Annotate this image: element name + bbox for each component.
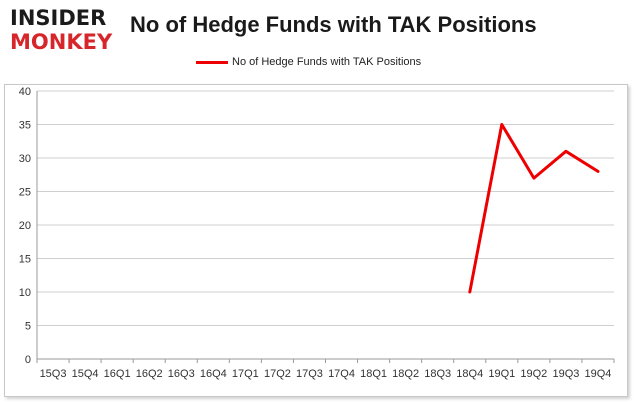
x-tick-label: 18Q4 xyxy=(456,368,483,380)
y-tick-label: 20 xyxy=(19,220,31,232)
data-point xyxy=(500,123,504,126)
insider-monkey-logo: INSIDER MONKEY xyxy=(8,6,120,54)
gridlines xyxy=(36,90,615,363)
x-tick-label: 18Q3 xyxy=(424,368,451,380)
y-tick-label: 15 xyxy=(19,254,31,266)
data-point xyxy=(596,170,600,173)
x-tick-label: 17Q1 xyxy=(232,368,259,380)
chart-frame xyxy=(4,84,628,397)
x-tick-label: 19Q3 xyxy=(552,368,579,380)
x-axis-ticks: 15Q3 15Q4 16Q1 16Q2 16Q3 16Q4 17Q1 17Q2 17Q3 17Q4… xyxy=(40,368,612,380)
x-tick-label: 17Q3 xyxy=(296,368,323,380)
x-tick-label: 16Q2 xyxy=(136,368,163,380)
x-tick-label: 19Q2 xyxy=(520,368,547,380)
y-tick-label: 30 xyxy=(19,153,31,165)
x-tick-label: 17Q2 xyxy=(264,368,291,380)
x-tick-label: 15Q4 xyxy=(72,368,99,380)
x-tick-label: 16Q4 xyxy=(200,368,227,380)
y-tick-label: 35 xyxy=(19,120,31,132)
x-tick-label: 16Q1 xyxy=(104,368,131,380)
x-tick-label: 16Q3 xyxy=(168,368,195,380)
logo-line2: MONKEY xyxy=(10,30,113,54)
data-point xyxy=(564,150,568,153)
x-tick-label: 17Q4 xyxy=(328,368,355,380)
y-tick-label: 5 xyxy=(25,321,31,333)
y-tick-label: 40 xyxy=(19,86,31,98)
data-point xyxy=(532,176,536,180)
x-tick-label: 18Q1 xyxy=(360,368,387,380)
x-tick-label: 15Q3 xyxy=(40,368,67,380)
x-tick-label: 19Q4 xyxy=(585,368,612,380)
x-tick-label: 18Q2 xyxy=(392,368,419,380)
x-tick-label: 19Q1 xyxy=(488,368,515,380)
y-tick-label: 25 xyxy=(19,187,31,199)
chart-title: No of Hedge Funds with TAK Positions xyxy=(130,12,537,37)
series-line-0 xyxy=(468,123,600,294)
y-axis-ticks: 0 5 10 15 20 25 30 35 40 xyxy=(19,86,31,366)
logo-line1: INSIDER xyxy=(10,6,107,30)
legend-swatch xyxy=(196,60,228,64)
legend-label: No of Hedge Funds with TAK Positions xyxy=(232,56,422,68)
data-point xyxy=(468,290,471,294)
chart-legend: No of Hedge Funds with TAK Positions xyxy=(196,54,421,70)
y-tick-label: 10 xyxy=(19,287,31,299)
y-tick-label: 0 xyxy=(25,354,31,366)
series-lines xyxy=(468,123,600,294)
